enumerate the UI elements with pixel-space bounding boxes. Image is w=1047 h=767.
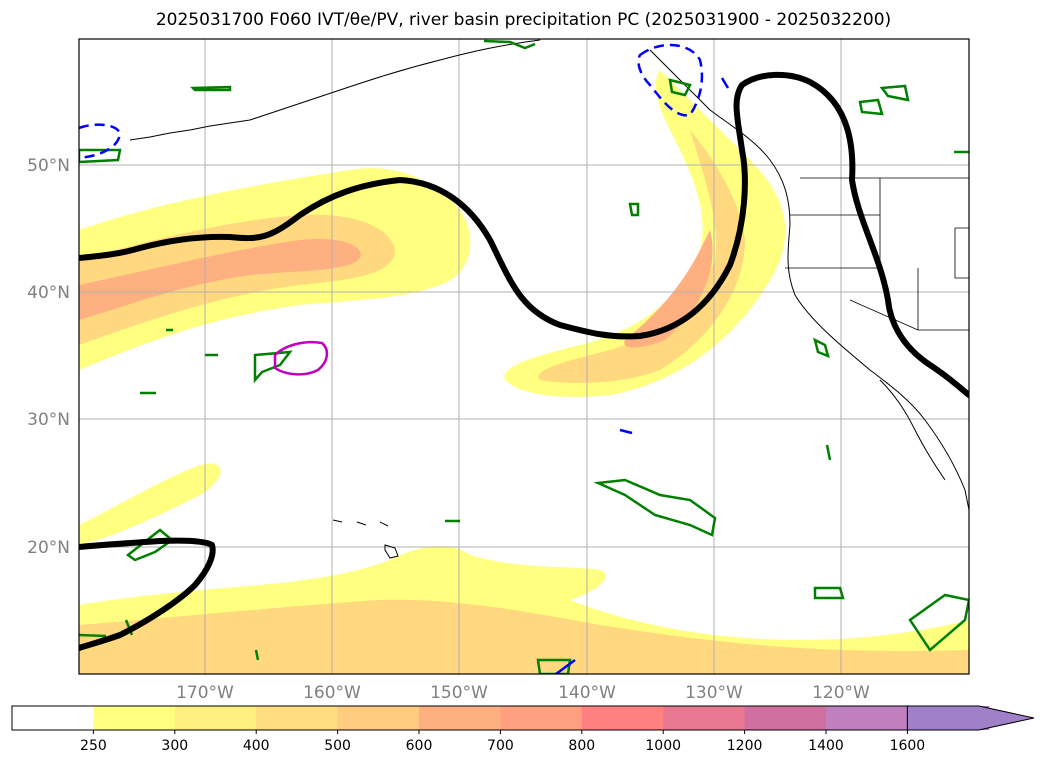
- pv-contour: [536, 658, 572, 674]
- coastlines: [129, 39, 969, 559]
- colorbar-tick-label: 1400: [808, 738, 844, 754]
- thick-contour-south: [79, 537, 216, 651]
- colorbar-tick-label: 250: [80, 738, 107, 754]
- colorbar-swatch: [419, 706, 501, 730]
- pv-contour: [483, 39, 536, 50]
- pv-contour: [254, 649, 260, 661]
- pv-contours-green: [79, 39, 969, 674]
- colorbar-swatch: [581, 706, 664, 730]
- thick-contours: [79, 71, 969, 651]
- colorbar-swatch: [744, 706, 827, 730]
- colorbar-swatch: [663, 706, 746, 730]
- colorbar-extend-arrow: [906, 705, 1035, 731]
- lat-label-40n: 40°N: [27, 283, 70, 303]
- lon-label-170w: 170°W: [176, 683, 234, 703]
- colorbar-tick-label: 1200: [727, 738, 763, 754]
- pv-contour: [555, 658, 576, 674]
- colorbar-tick-label: 600: [406, 738, 433, 754]
- colorbar-tick-label: 1600: [890, 738, 926, 754]
- colorbar-outline: [11, 705, 908, 731]
- colorbar-tick-label: 800: [568, 738, 595, 754]
- ivt-band-tropics-west: [79, 463, 221, 545]
- pv-contours-blue: [79, 43, 730, 674]
- thick-contour-north: [79, 71, 969, 398]
- coastline-hawaii: [332, 519, 399, 559]
- map-border: [78, 38, 970, 675]
- colorbar-tick-label: 400: [243, 738, 270, 754]
- pv-contour: [908, 593, 969, 652]
- coastline-baja: [879, 379, 946, 481]
- pv-contour: [253, 350, 293, 384]
- ivt-mid-tropics: [79, 599, 969, 674]
- lon-label-150w: 150°W: [430, 683, 488, 703]
- colorbar-tick-label: 700: [487, 738, 514, 754]
- colorbar-swatch: [337, 706, 420, 730]
- pv-contour: [125, 528, 175, 562]
- colorbar-swatch: [93, 706, 176, 730]
- pv-contour: [668, 78, 692, 97]
- colorbar-tick-label: 300: [161, 738, 188, 754]
- colorbar-swatch: [826, 706, 908, 730]
- political-borders: [785, 177, 969, 331]
- pv-contour: [825, 444, 832, 461]
- ivt-mid-coastal: [538, 130, 745, 383]
- pv-contour: [166, 328, 218, 357]
- colorbar-tick-label: 1000: [645, 738, 681, 754]
- pv-contour: [813, 337, 830, 359]
- colorbar-swatch: [12, 706, 94, 730]
- pv-contour-magenta: [273, 340, 329, 376]
- pv-contour: [879, 84, 910, 102]
- coastline-alaska: [249, 39, 541, 121]
- ivt-high-north-pacific: [79, 239, 361, 320]
- latitude-labels: 50°N 40°N 30°N 20°N: [27, 156, 70, 558]
- colorbar-swatch: [256, 706, 339, 730]
- coastline-north-america: [649, 49, 969, 511]
- colorbar-swatch: [500, 706, 583, 730]
- lon-label-130w: 130°W: [685, 683, 743, 703]
- pv-contour: [628, 202, 640, 217]
- coastline-aleutians: [129, 119, 251, 141]
- pv-contour: [813, 586, 845, 600]
- lat-label-30n: 30°N: [27, 410, 70, 430]
- pv-contour: [593, 478, 717, 537]
- border-states: [785, 178, 969, 331]
- pv-contour: [190, 85, 232, 92]
- lon-label-160w: 160°W: [303, 683, 361, 703]
- pv-contour: [619, 428, 633, 435]
- lon-label-120w: 120°W: [812, 683, 870, 703]
- lat-label-20n: 20°N: [27, 538, 70, 558]
- lon-label-140w: 140°W: [558, 683, 616, 703]
- colorbar-swatch: [174, 706, 257, 730]
- pv-contour: [720, 77, 730, 89]
- colorbar: 250 300 400 500 600 700 800 1000 1200 1400 1600: [11, 705, 1035, 754]
- map-title: 2025031700 F060 IVT/θe/PV, river basin p…: [155, 10, 892, 30]
- lat-label-50n: 50°N: [27, 156, 70, 176]
- colorbar-tick-label: 500: [324, 738, 351, 754]
- longitude-labels: 170°W 160°W 150°W 140°W 130°W 120°W: [176, 683, 870, 703]
- pv-contour: [858, 98, 884, 116]
